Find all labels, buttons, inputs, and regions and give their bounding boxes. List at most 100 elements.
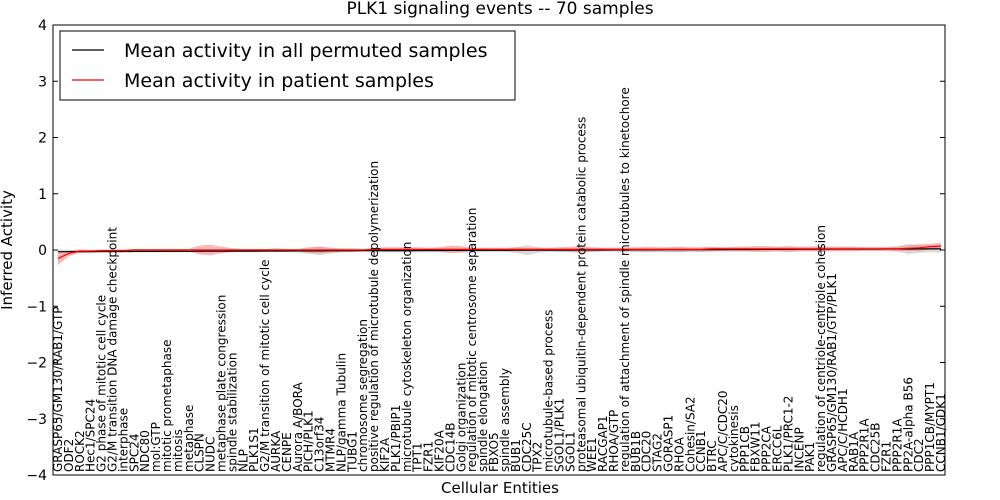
x-category-label: TPT1 — [411, 442, 425, 473]
x-category-label: GRASP65/GM130/RAB1/GTP — [51, 306, 65, 472]
x-category-label: AURKA — [269, 430, 283, 472]
x-category-label: spindle assembly — [498, 368, 512, 472]
x-category-label: PLK1S1 — [247, 427, 261, 472]
x-category-label: KIF2A — [378, 437, 392, 472]
x-category-label: PPP2R1A — [858, 418, 872, 472]
x-category-label: INCENP — [792, 427, 806, 472]
x-category-label: BTRC — [705, 440, 719, 472]
y-tick-label: 0 — [38, 243, 47, 259]
x-category-label: FZR1 — [879, 441, 893, 472]
x-axis-category-labels: GRASP65/GM130/RAB1/GTPODF2ROCK2Hec1/SPC2… — [51, 87, 948, 473]
y-tick-label: 4 — [38, 18, 47, 34]
legend-label-patient: Mean activity in patient samples — [124, 70, 434, 92]
legend: Mean activity in all permuted samples Me… — [59, 30, 516, 101]
x-axis-title: Cellular Entities — [441, 479, 559, 497]
x-category-label: G2/M transition of mitotic cell cycle — [258, 259, 272, 472]
x-category-label: mitosis — [171, 429, 185, 472]
x-category-label: Golgi organization — [454, 363, 468, 472]
x-category-label: PICH/PLK1 — [302, 410, 316, 472]
x-category-label: ERCC6L — [770, 425, 784, 472]
y-tick-label: 2 — [38, 131, 47, 147]
x-category-label: TUBG1 — [345, 431, 359, 473]
x-category-label: TPX2 — [531, 442, 545, 473]
legend-label-permuted: Mean activity in all permuted samples — [124, 40, 487, 62]
x-category-label: RACGAP1 — [596, 415, 610, 472]
x-category-label: G2 phase of mitotic cell cycle — [95, 295, 109, 472]
x-category-label: C13orf34 — [313, 417, 327, 472]
x-category-label: APC/C/CDC20 — [716, 390, 730, 472]
y-axis: −4 −3 −2 −1 0 1 2 3 4 — [26, 18, 945, 484]
chart-title: PLK1 signaling events -- 70 samples — [346, 0, 653, 19]
x-category-label: PPP2CA — [760, 425, 774, 472]
x-category-label: Cohesin/SA2 — [683, 396, 697, 472]
x-category-label: NLP/gamma Tubulin — [334, 353, 348, 472]
y-tick-label: −1 — [26, 299, 47, 315]
x-category-label: Hec1/SPC24 — [84, 399, 98, 472]
x-category-label: ROCK2 — [73, 430, 87, 472]
x-category-label: ODF2 — [62, 439, 76, 472]
x-category-label: KIF20A — [433, 429, 447, 472]
x-category-label: CLSPN — [193, 433, 207, 472]
x-category-label: GRASP65/GM130/RAB1/GTP/PLK1 — [825, 273, 839, 472]
x-category-label: PPP1CB — [738, 426, 752, 472]
x-category-label: GORASP1 — [661, 415, 675, 472]
x-category-label: RAB1A — [847, 431, 861, 472]
y-tick-label: −4 — [26, 468, 47, 484]
x-category-label: metaphase — [182, 405, 196, 472]
x-category-label: BUB1B — [629, 431, 643, 472]
x-category-label: microtubule-based process — [542, 310, 556, 472]
y-axis-title: Inferred Activity — [0, 190, 16, 310]
x-category-label: CDC25C — [520, 422, 534, 472]
x-category-label: mitotic prometaphase — [160, 340, 174, 473]
x-category-label: PPP2R1A — [890, 418, 904, 472]
x-category-label: NLP — [236, 449, 250, 472]
x-category-label: STAG2 — [651, 433, 665, 472]
x-category-label: CCNB1/CDK1 — [934, 393, 948, 472]
x-category-label: NDC80 — [138, 430, 152, 472]
x-category-label: spindle stabilization — [225, 352, 239, 472]
x-category-label: CENPE — [280, 432, 294, 472]
x-category-label: proteasomal ubiquitin-dependent protein … — [574, 117, 588, 472]
x-category-label: PPP1CB/MYPT1 — [923, 382, 937, 472]
x-category-label: CCNB1 — [694, 430, 708, 472]
x-category-label: PP2A-alpha B56 — [901, 377, 915, 472]
x-category-label: G2/M transition DNA damage checkpoint — [106, 227, 120, 472]
lines-layer — [57, 245, 942, 259]
x-category-label: chromosome segregation — [356, 319, 370, 472]
y-tick-label: 1 — [38, 187, 47, 203]
series-line-patient — [57, 245, 942, 259]
legend-box — [59, 30, 516, 101]
y-tick-label: −2 — [26, 356, 47, 372]
x-category-label: Aurora A/BORA — [291, 382, 305, 472]
x-category-label: CDC20 — [640, 431, 654, 472]
x-category-label: NUDC — [204, 437, 218, 472]
x-category-label: regulation of centriole-centriole cohesi… — [814, 225, 828, 472]
x-category-label: BUB1 — [509, 439, 523, 472]
y-tick-label: 3 — [38, 74, 47, 90]
x-category-label: regulation of mitotic centrosome separat… — [465, 208, 479, 472]
x-category-label: metaphase plate congression — [215, 295, 229, 472]
x-category-label: SGOL1/PLK1 — [552, 398, 566, 472]
x-category-label: FBXO5 — [487, 432, 501, 472]
x-category-label: mol:GTP — [149, 422, 163, 472]
x-category-label: FZR1 — [422, 441, 436, 472]
x-category-label: WEE1 — [585, 437, 599, 472]
x-category-label: SPC24 — [127, 433, 141, 472]
x-category-label: positive regulation of microtubule depol… — [367, 161, 381, 472]
x-category-label: regulation of attachment of spindle micr… — [618, 87, 632, 472]
x-category-label: SGOL1 — [563, 431, 577, 472]
x-category-label: CDC14B — [443, 423, 457, 473]
x-category-label: PLK1/PBIP1 — [389, 405, 403, 472]
x-category-label: MTMR4 — [324, 428, 338, 472]
x-category-label: spindle elongation — [476, 361, 490, 472]
x-category-label: cytokinesis — [727, 405, 741, 472]
x-category-label: CDC2 — [912, 438, 926, 472]
x-category-label: FBXW11 — [749, 422, 763, 473]
x-category-label: CDC25B — [869, 423, 883, 473]
y-tick-label: −3 — [26, 412, 47, 428]
x-category-label: microtubule cytoskeleton organization — [400, 242, 414, 472]
x-category-label: interphase — [116, 408, 130, 472]
x-category-label: APC/C/HCDH1 — [836, 388, 850, 472]
x-category-label: RHOA/GTP — [607, 410, 621, 472]
